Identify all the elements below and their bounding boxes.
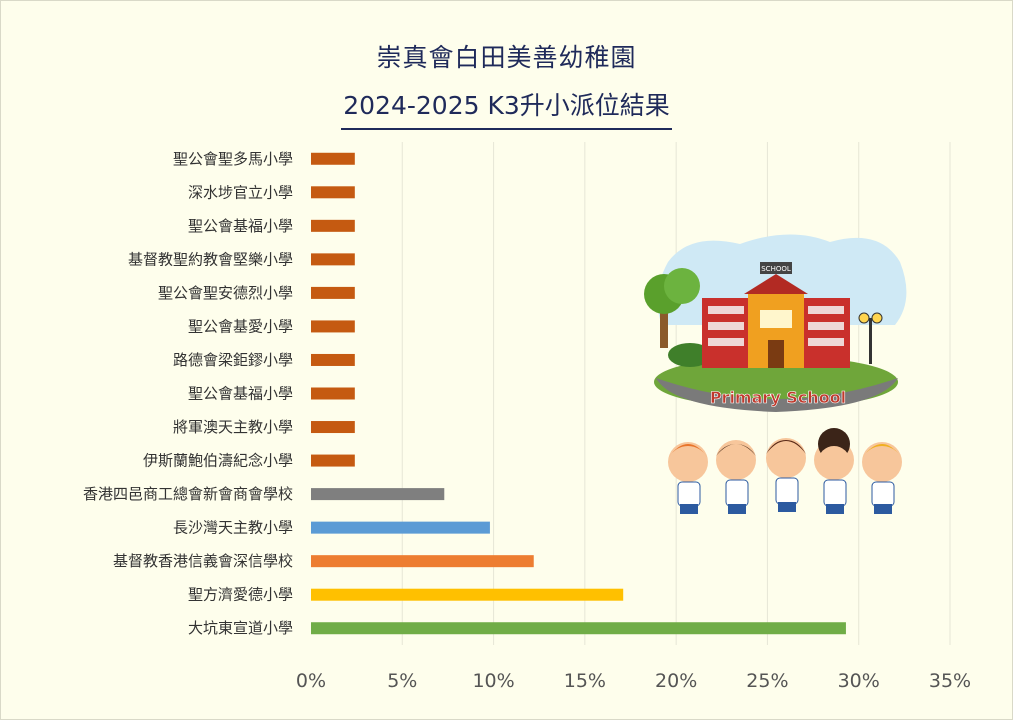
category-label: 基督教聖約教會堅樂小學: [128, 250, 293, 268]
category-label: 伊斯蘭鮑伯濤紀念小學: [143, 452, 293, 470]
x-tick-label: 25%: [746, 670, 788, 692]
bar: [311, 253, 355, 266]
bars: [311, 152, 846, 635]
bar: [311, 186, 355, 199]
bar: [311, 387, 355, 400]
kid-5: [862, 442, 902, 514]
category-label: 聖公會基福小學: [188, 385, 293, 403]
category-label: 大坑東宣道小學: [188, 619, 293, 637]
category-label: 聖公會聖安德烈小學: [158, 284, 293, 302]
category-label: 聖方濟愛德小學: [188, 586, 293, 604]
x-tick-label: 15%: [564, 670, 606, 692]
bar: [311, 219, 355, 232]
x-tick-label: 20%: [655, 670, 697, 692]
chart-subtitle: 2024-2025 K3升小派位結果: [0, 86, 1013, 130]
kid-4: [814, 428, 854, 514]
category-label: 深水埗官立小學: [188, 183, 293, 201]
category-label: 長沙灣天主教小學: [173, 519, 293, 537]
primary-school-label: Primary School: [710, 388, 846, 407]
category-labels: 聖公會聖多馬小學深水埗官立小學聖公會基福小學基督教聖約教會堅樂小學聖公會聖安德烈…: [83, 150, 293, 637]
bar: [311, 421, 355, 434]
bar: [311, 555, 534, 568]
bar: [311, 454, 355, 467]
bar: [311, 521, 490, 534]
chart-title: 崇真會白田美善幼稚園: [376, 43, 637, 72]
x-tick-labels: 0% 5% 10% 15% 20% 25% 30% 35%: [296, 670, 971, 692]
bar: [311, 286, 355, 299]
category-label: 路德會梁鉅鏐小學: [173, 351, 293, 369]
school-illustration: Primary School SCHOOL: [644, 234, 907, 412]
category-label: 香港四邑商工總會新會商會學校: [83, 485, 293, 503]
school-sign: SCHOOL: [761, 265, 791, 273]
kids-illustration: [668, 428, 902, 514]
kid-1: [668, 442, 708, 514]
x-tick-label: 0%: [296, 670, 326, 692]
kid-3: [766, 438, 806, 512]
x-tick-label: 5%: [387, 670, 417, 692]
bar: [311, 353, 355, 366]
category-label: 聖公會基愛小學: [188, 317, 293, 335]
category-label: 基督教香港信義會深信學校: [113, 552, 293, 570]
bar: [311, 488, 445, 501]
bar: [311, 588, 624, 601]
bar: [311, 622, 846, 635]
kid-2: [716, 440, 756, 514]
bar: [311, 152, 355, 165]
bar: [311, 320, 355, 333]
x-tick-label: 35%: [929, 670, 971, 692]
x-tick-label: 10%: [472, 670, 514, 692]
category-label: 聖公會基福小學: [188, 217, 293, 235]
category-label: 將軍澳天主教小學: [173, 418, 293, 436]
chart-subtitle-text: 2024-2025 K3升小派位結果: [341, 86, 672, 130]
x-tick-label: 30%: [838, 670, 880, 692]
category-label: 聖公會聖多馬小學: [173, 150, 293, 168]
